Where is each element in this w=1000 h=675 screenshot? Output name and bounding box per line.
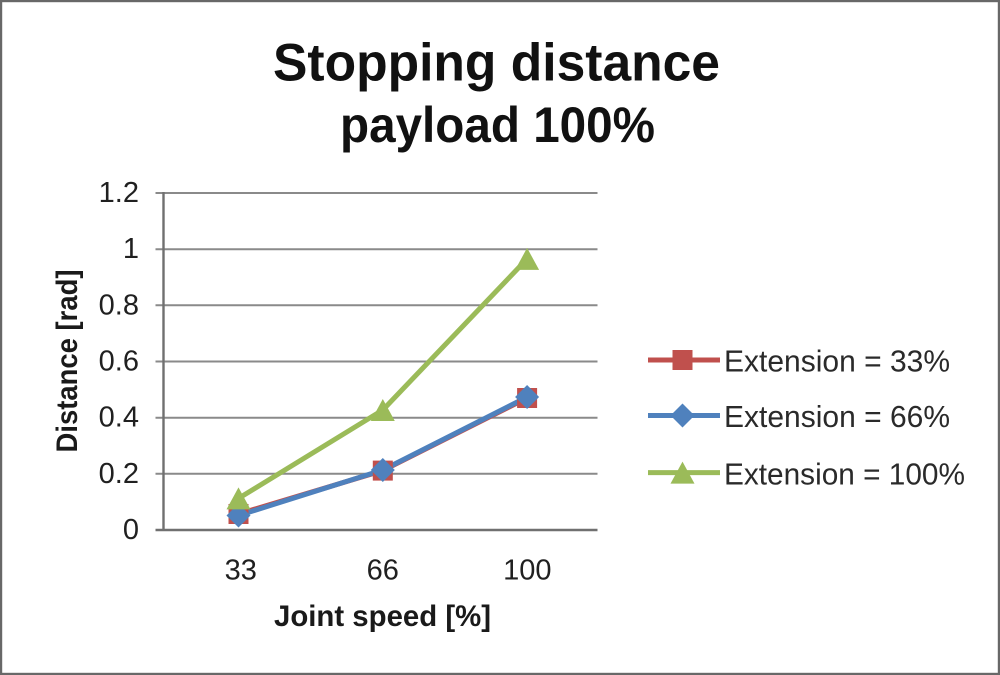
svg-text:1: 1 — [123, 233, 139, 265]
svg-text:Distance [rad]: Distance [rad] — [51, 270, 84, 453]
svg-text:Extension = 33%: Extension = 33% — [724, 344, 950, 379]
svg-text:100: 100 — [503, 554, 551, 586]
svg-text:Extension = 100%: Extension = 100% — [724, 456, 965, 491]
svg-text:0.2: 0.2 — [99, 458, 139, 490]
svg-text:Extension = 66%: Extension = 66% — [724, 399, 950, 434]
svg-text:Joint speed [%]: Joint speed [%] — [274, 600, 491, 633]
svg-text:0.4: 0.4 — [99, 402, 139, 434]
svg-text:Stopping distance: Stopping distance — [273, 34, 720, 93]
svg-text:payload 100%: payload 100% — [340, 97, 655, 153]
svg-text:33: 33 — [225, 554, 257, 586]
svg-text:0: 0 — [123, 514, 139, 546]
svg-text:1.2: 1.2 — [99, 177, 139, 209]
svg-text:66: 66 — [367, 554, 399, 586]
svg-text:0.6: 0.6 — [99, 346, 139, 378]
svg-text:0.8: 0.8 — [99, 289, 139, 321]
